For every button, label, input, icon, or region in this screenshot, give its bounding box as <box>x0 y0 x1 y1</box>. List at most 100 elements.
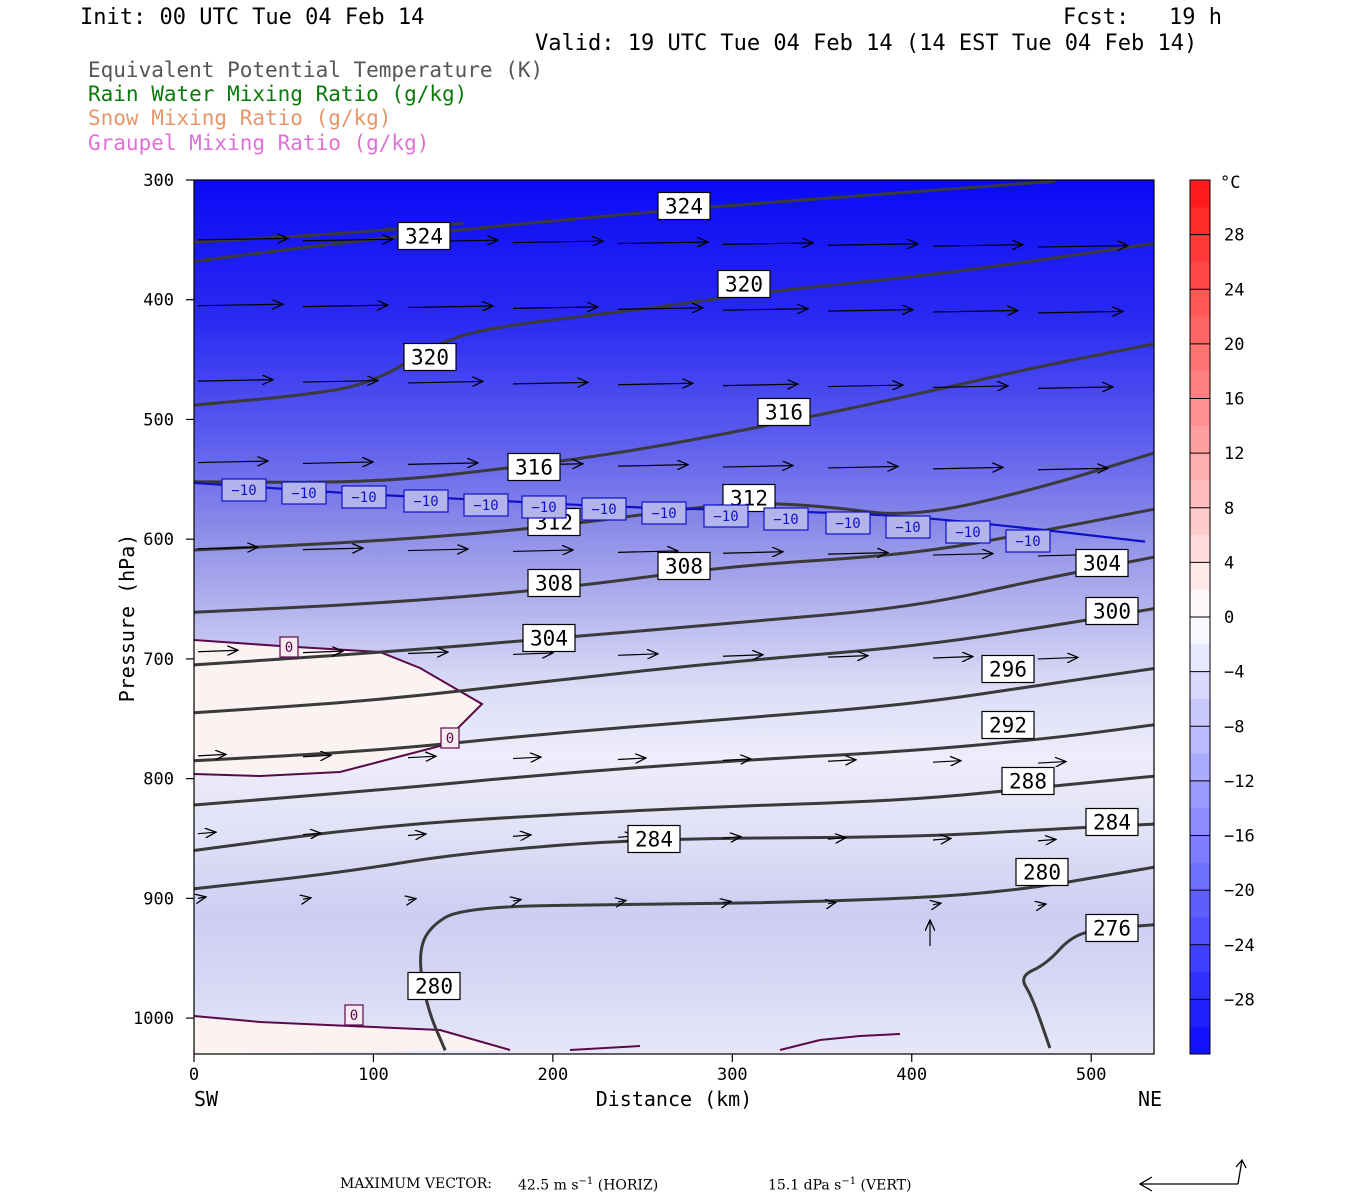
colorbar-band <box>1190 999 1210 1028</box>
isotherm-label: −10 <box>1005 529 1051 553</box>
wind-vector <box>722 466 793 468</box>
theta-e-label-324: 324 <box>657 191 711 221</box>
y-tick-label: 500 <box>143 410 174 430</box>
wind-vector <box>1037 762 1066 764</box>
wind-vector <box>197 547 258 549</box>
colorbar-unit: °C <box>1220 173 1240 193</box>
isotherm-label: −10 <box>221 478 267 502</box>
wind-vector <box>407 756 436 758</box>
theta-e-line-304 <box>193 555 1155 667</box>
svg-text:−10: −10 <box>291 486 316 502</box>
y-tick-label: 900 <box>143 889 174 909</box>
colorbar-band <box>1190 535 1210 563</box>
theta-e-line-324 <box>193 179 1056 263</box>
theta-e-label-308: 308 <box>527 568 581 598</box>
max-vector-horizontal: 42.5 m s−1 (HORIZ) <box>518 1176 659 1194</box>
colorbar-band <box>1190 480 1210 509</box>
colorbar: 28 24 20 16 12 8 4 0 −4 −8 −12 −16 −20 −24 −28 <box>1189 179 1255 1055</box>
colorbar-band <box>1190 862 1210 891</box>
wind-vector <box>1037 468 1108 470</box>
max-vector-title: MAXIMUM VECTOR: <box>340 1176 492 1192</box>
theta-e-line-296 <box>193 667 1155 763</box>
wind-vector <box>197 238 288 240</box>
wind-vector <box>512 307 598 309</box>
isotherm-label: −10 <box>521 495 567 519</box>
wind-vector <box>512 382 588 384</box>
theta-e-label-296: 296 <box>981 654 1035 684</box>
wind-vector <box>513 900 521 902</box>
x-tick-label: 400 <box>896 1065 927 1085</box>
wind-vector <box>1037 311 1123 313</box>
svg-text:−10: −10 <box>1015 534 1040 550</box>
y-tick-label: 800 <box>143 770 174 790</box>
wind-vector <box>197 304 283 306</box>
wind-vector <box>302 462 373 464</box>
wind-vector <box>827 760 856 762</box>
isotherm-label: −10 <box>641 501 687 525</box>
wind-vector <box>302 239 393 241</box>
isotherm-label: −10 <box>703 504 749 528</box>
x-axis-label: Distance (km) <box>596 1087 753 1111</box>
colorbar-tick-label: −28 <box>1224 990 1255 1010</box>
wind-vector <box>617 654 658 656</box>
colorbar-band <box>1190 371 1210 399</box>
colorbar-tick-label: 28 <box>1224 226 1244 246</box>
colorbar-band <box>1190 562 1210 591</box>
isotherm-label: −10 <box>945 520 991 544</box>
wind-vector <box>722 243 813 245</box>
wind-vector <box>722 384 798 386</box>
freezing-label: 0 <box>344 1004 364 1026</box>
wind-vector <box>932 311 1018 313</box>
svg-text:284: 284 <box>1093 811 1131 835</box>
wind-vector <box>1037 246 1128 248</box>
theta-e-label-316: 316 <box>757 397 811 427</box>
wind-vector <box>827 466 898 468</box>
max-vector-key <box>1138 1158 1247 1192</box>
ne-label: NE <box>1138 1087 1162 1111</box>
theta-e-label-308: 308 <box>657 551 711 581</box>
wind-vector <box>1037 657 1078 659</box>
colorbar-band <box>1190 726 1210 755</box>
colorbar-band <box>1190 589 1210 618</box>
colorbar-tick-label: 12 <box>1224 444 1244 464</box>
wind-vector <box>723 901 731 903</box>
wind-vector <box>722 309 808 311</box>
valid-time: Valid: 19 UTC Tue 04 Feb 14 (14 EST Tue … <box>535 31 1198 56</box>
svg-text:−10: −10 <box>835 516 860 532</box>
svg-text:0: 0 <box>446 731 454 747</box>
isotherm-label: −10 <box>885 515 931 539</box>
wind-vector <box>932 761 961 763</box>
wind-vector <box>1038 904 1046 906</box>
wind-vector <box>932 554 993 556</box>
wind-vector <box>407 306 493 308</box>
svg-text:−10: −10 <box>955 525 980 541</box>
colorbar-band <box>1190 698 1210 727</box>
wind-vector <box>932 657 973 659</box>
y-tick-label: 600 <box>143 530 174 550</box>
theta-e-label-292: 292 <box>981 710 1035 740</box>
wind-vector <box>827 385 903 387</box>
colorbar-band <box>1190 343 1210 372</box>
theta-e-label-280: 280 <box>1015 857 1069 887</box>
colorbar-tick-label: 8 <box>1224 499 1234 519</box>
x-axis: 0 100 200 300 400 500 <box>189 1054 1107 1085</box>
colorbar-band <box>1190 507 1210 536</box>
colorbar-band <box>1190 398 1210 427</box>
theta-e-label-304: 304 <box>1075 548 1129 578</box>
init-time: Init: 00 UTC Tue 04 Feb 14 <box>80 5 425 30</box>
svg-text:−10: −10 <box>231 483 256 499</box>
wind-vector <box>617 242 708 244</box>
wind-vector <box>617 551 678 553</box>
isotherm-label: −10 <box>763 507 809 531</box>
wind-vector <box>512 757 541 759</box>
svg-text:−10: −10 <box>773 512 798 528</box>
colorbar-band <box>1190 644 1210 673</box>
colorbar-band <box>1190 425 1210 454</box>
theta-e-line-284 <box>193 822 1155 891</box>
isotherm-label: −10 <box>403 489 449 513</box>
svg-text:0: 0 <box>285 640 293 656</box>
wind-vector <box>932 839 951 841</box>
wind-vector <box>512 550 573 552</box>
colorbar-band <box>1190 972 1210 1000</box>
colorbar-band <box>1190 207 1210 236</box>
